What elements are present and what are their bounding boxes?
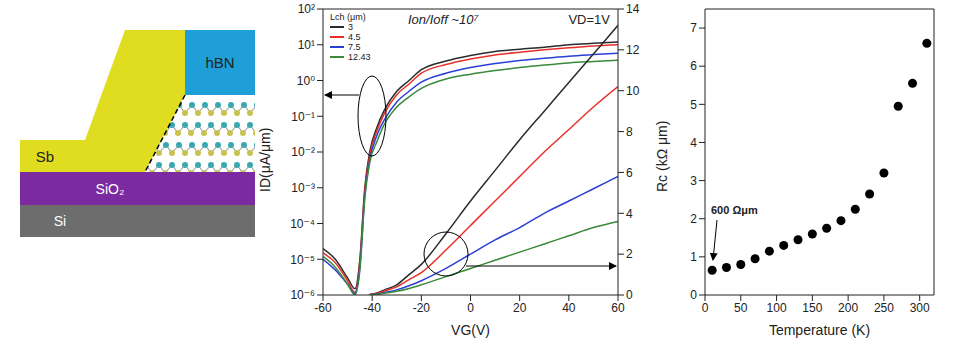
svg-text:SiO₂: SiO₂ — [96, 181, 125, 197]
svg-text:60: 60 — [611, 301, 625, 315]
svg-text:Si: Si — [54, 213, 66, 229]
svg-text:Sb: Sb — [36, 148, 54, 165]
html-text:Lch (μm): Lch (μm) — [330, 12, 366, 22]
svg-text:10⁰: 10⁰ — [297, 74, 315, 88]
svg-text:VG(V): VG(V) — [451, 322, 490, 338]
svg-text:0: 0 — [702, 301, 709, 315]
svg-text:-20: -20 — [413, 301, 431, 315]
svg-text:2: 2 — [626, 247, 633, 261]
svg-text:10²: 10² — [298, 2, 315, 16]
html-text:7.5: 7.5 — [348, 42, 361, 52]
svg-text:20: 20 — [513, 301, 527, 315]
svg-text:300: 300 — [910, 301, 930, 315]
svg-text:ID(μA/μm): ID(μA/μm) — [258, 128, 273, 192]
svg-text:10⁻³: 10⁻³ — [291, 181, 315, 195]
svg-text:0: 0 — [467, 301, 474, 315]
svg-text:-40: -40 — [363, 301, 381, 315]
svg-text:Temperature (K): Temperature (K) — [769, 322, 870, 338]
html-text:3: 3 — [348, 22, 353, 32]
svg-text:150: 150 — [802, 301, 822, 315]
svg-text:600 Ωμm: 600 Ωμm — [711, 204, 758, 216]
svg-text:10⁻⁵: 10⁻⁵ — [290, 253, 315, 267]
svg-text:12: 12 — [626, 43, 640, 57]
svg-text:4: 4 — [690, 136, 697, 150]
svg-text:6: 6 — [690, 59, 697, 73]
svg-text:Rc (kΩ μm): Rc (kΩ μm) — [655, 121, 670, 192]
svg-text:50: 50 — [734, 301, 748, 315]
svg-text:4: 4 — [626, 207, 633, 221]
svg-text:10⁻¹: 10⁻¹ — [291, 110, 315, 124]
svg-text:10⁻²: 10⁻² — [291, 145, 315, 159]
svg-text:6: 6 — [626, 166, 633, 180]
svg-text:10: 10 — [626, 84, 640, 98]
svg-text:200: 200 — [838, 301, 858, 315]
html-text:4.5: 4.5 — [348, 32, 361, 42]
svg-text:3: 3 — [690, 174, 697, 188]
svg-text:VD=1V: VD=1V — [568, 12, 610, 27]
svg-text:0: 0 — [626, 288, 633, 302]
svg-text:250: 250 — [874, 301, 894, 315]
html-text:12.43: 12.43 — [348, 52, 371, 62]
svg-text:2: 2 — [690, 212, 697, 226]
svg-text:hBN: hBN — [205, 54, 234, 71]
svg-text:0: 0 — [690, 288, 697, 302]
svg-text:100: 100 — [767, 301, 787, 315]
svg-text:10¹: 10¹ — [298, 38, 315, 52]
svg-text:-60: -60 — [314, 301, 332, 315]
svg-text:Ion/Ioff ~10⁷: Ion/Ioff ~10⁷ — [408, 12, 479, 27]
svg-text:7: 7 — [690, 21, 697, 35]
svg-text:10⁻⁶: 10⁻⁶ — [290, 288, 315, 302]
svg-text:10⁻⁴: 10⁻⁴ — [290, 217, 315, 231]
svg-text:40: 40 — [562, 301, 576, 315]
svg-text:5: 5 — [690, 98, 697, 112]
svg-text:8: 8 — [626, 125, 633, 139]
svg-text:1: 1 — [690, 250, 697, 264]
svg-text:14: 14 — [626, 2, 640, 16]
